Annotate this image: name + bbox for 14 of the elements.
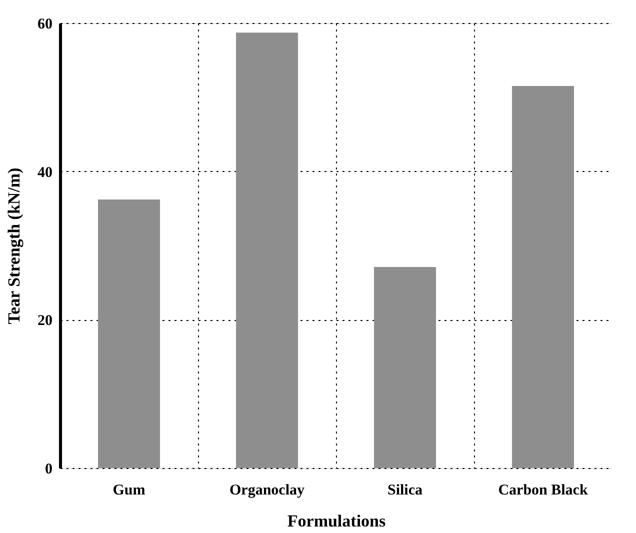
bar [98, 200, 160, 468]
y-tick-label: 0 [45, 462, 52, 478]
y-tick-label: 60 [38, 16, 52, 32]
x-tick-label: Organoclay [230, 482, 305, 498]
x-tick-label: Carbon Black [498, 482, 588, 498]
x-axis-title: Formulations [287, 512, 386, 530]
bar [236, 32, 298, 468]
x-tick-label: Silica [387, 482, 423, 498]
bar [512, 86, 574, 468]
x-tick-label: Gum [112, 482, 146, 498]
y-tick-label: 20 [38, 313, 52, 330]
bar [374, 267, 436, 468]
y-axis-title: Tear Strength (kN/m) [4, 168, 24, 324]
y-tick-label: 40 [38, 164, 52, 181]
